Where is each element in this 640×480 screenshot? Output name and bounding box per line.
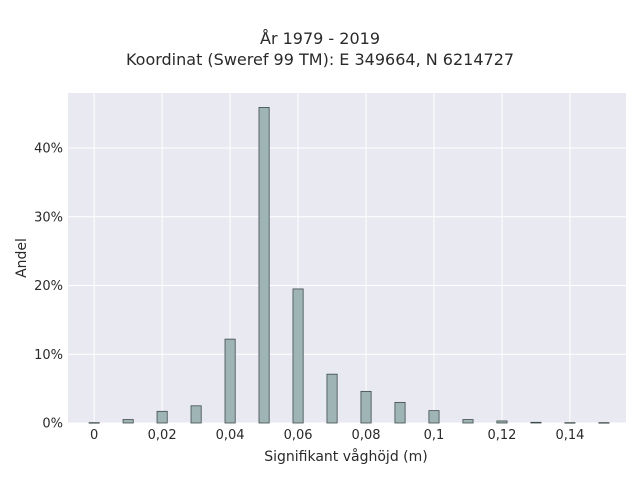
chart-title-line-2: Koordinat (Sweref 99 TM): E 349664, N 62…	[125, 50, 515, 69]
chart-title: År 1979 - 2019 Koordinat (Sweref 99 TM):…	[0, 28, 640, 70]
histogram-bar	[88, 422, 100, 424]
histogram-bar	[530, 421, 542, 424]
x-tick-label: 0,04	[216, 428, 245, 443]
chart-title-line-1: År 1979 - 2019	[260, 29, 380, 48]
y-axis-title: Andel	[14, 238, 30, 278]
x-tick-labels: 0 0,02 0,04 0,06 0,08 0,1 0,12 0,14	[90, 428, 584, 443]
histogram-bar	[122, 419, 134, 424]
histogram-bar	[496, 420, 508, 424]
y-tick-label: 30%	[34, 210, 63, 225]
y-tick-label: 20%	[34, 279, 63, 294]
y-tick-label: 0%	[42, 417, 63, 432]
x-tick-label: 0,12	[487, 428, 516, 443]
x-tick-label: 0,14	[555, 428, 584, 443]
histogram-bar	[564, 422, 576, 424]
y-tick-label: 40%	[34, 142, 63, 157]
histogram-bar	[360, 390, 372, 424]
y-tick-label: 10%	[34, 348, 63, 363]
grid-lines	[68, 93, 626, 424]
histogram-bar	[190, 405, 202, 424]
histogram-bar	[156, 410, 168, 424]
x-tick-label: 0,06	[284, 428, 313, 443]
x-tick-label: 0,02	[148, 428, 177, 443]
x-axis-title: Signifikant våghöjd (m)	[264, 448, 427, 465]
histogram-bar	[598, 422, 610, 424]
x-tick-label: 0,1	[424, 428, 445, 443]
histogram-bar	[326, 373, 338, 424]
histogram-bar	[462, 419, 474, 424]
histogram-bar	[224, 338, 236, 424]
histogram-bar	[428, 410, 440, 424]
y-tick-labels: 0% 10% 20% 30% 40%	[34, 142, 63, 432]
histogram-bar	[292, 288, 304, 424]
histogram-bar	[394, 401, 406, 424]
x-tick-label: 0	[90, 428, 98, 443]
histogram-bar	[258, 107, 270, 424]
x-tick-label: 0,08	[352, 428, 381, 443]
bars	[88, 107, 610, 424]
plot-area	[68, 93, 626, 423]
